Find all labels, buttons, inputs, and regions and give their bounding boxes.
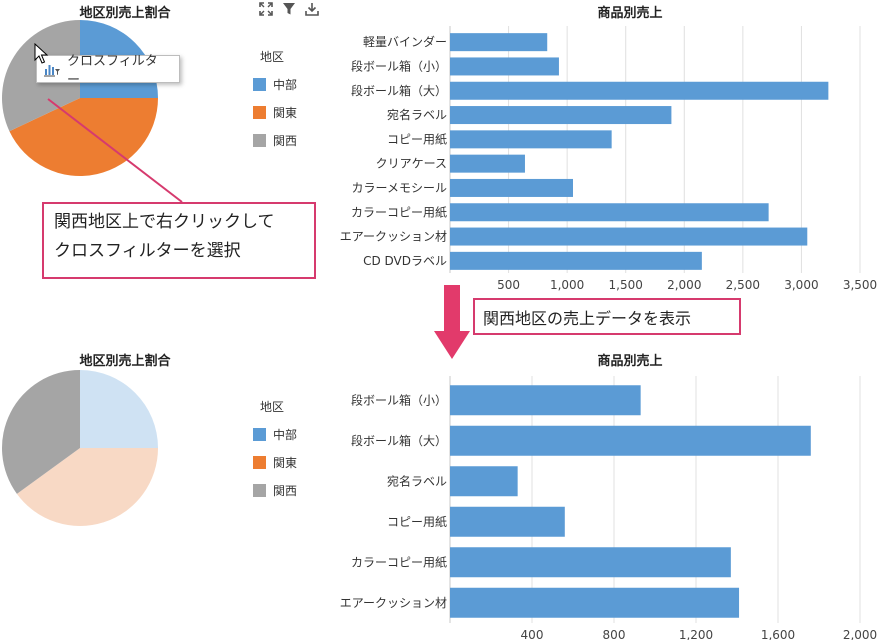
legend-item-kansai[interactable]: 関西 (253, 131, 297, 149)
bar[interactable] (450, 106, 672, 125)
bottom-legend-title: 地区 (260, 400, 285, 414)
bar[interactable] (450, 33, 548, 52)
bar[interactable] (450, 466, 518, 497)
bar[interactable] (450, 506, 565, 537)
bar[interactable] (450, 178, 573, 197)
chart-toolbar (258, 1, 320, 17)
down-arrow-icon (434, 285, 470, 359)
legend-item-chubu[interactable]: 中部 (253, 75, 297, 93)
pie-slice-0[interactable] (80, 370, 158, 448)
pie-slice-2[interactable] (1, 370, 80, 494)
x-tick-label: 1,200 (679, 628, 713, 640)
bar[interactable] (450, 385, 641, 416)
bottom-bar-chart[interactable]: 400 800 1,200 1,600 2,000 段ボール箱（小） 段ボール箱（大） 宛名ラ… (300, 370, 880, 640)
legend-label: 関西 (273, 483, 298, 498)
legend-label: 中部 (273, 427, 298, 442)
bar[interactable] (450, 587, 740, 618)
y-category-label: 段ボール箱（大） (351, 433, 447, 448)
bottom-pie-chart[interactable] (0, 368, 170, 530)
x-tick-label: 2,000 (843, 628, 877, 640)
y-category-label: カラーコピー用紙 (351, 554, 447, 569)
y-category-label: コピー用紙 (387, 514, 447, 529)
callout-pointer-line (47, 98, 183, 203)
top-legend: 中部 関東 関西 (253, 75, 297, 149)
result-callout: 関西地区の売上データを表示 (473, 298, 741, 335)
legend-label: 関東 (273, 105, 298, 120)
y-category-label: 宛名ラベル (387, 473, 447, 488)
callout-line: クロスフィルターを選択 (54, 241, 241, 261)
top-pie-title: 地区別売上割合 (79, 6, 171, 21)
result-callout-text: 関西地区の売上データを表示 (483, 308, 692, 328)
bar[interactable] (450, 251, 702, 270)
y-category-label: カラーメモシール (351, 181, 447, 195)
bar[interactable] (450, 130, 612, 149)
legend-swatch (253, 483, 266, 497)
legend-label: 中部 (273, 77, 298, 92)
x-tick-label: 800 (603, 628, 626, 640)
y-category-label: カラーコピー用紙 (351, 204, 447, 219)
legend-item-kanto[interactable]: 関東 (253, 453, 297, 471)
x-tick-label: 3,500 (843, 278, 877, 292)
fullscreen-icon[interactable] (258, 1, 274, 17)
bottom-bar-title: 商品別売上 (597, 354, 663, 369)
bar[interactable] (450, 81, 829, 100)
legend-swatch (253, 455, 266, 469)
callout-line: 関西地区上で右クリックして (54, 212, 275, 232)
x-tick-label: 500 (497, 278, 520, 292)
bottom-legend: 中部 関東 関西 (253, 425, 297, 499)
y-category-label: エアークッション材 (340, 230, 447, 244)
x-tick-label: 3,000 (784, 278, 818, 292)
bar[interactable] (450, 57, 559, 76)
filter-icon[interactable] (281, 1, 297, 17)
y-category-label: コピー用紙 (387, 131, 447, 146)
x-tick-label: 1,500 (609, 278, 643, 292)
context-menu-cross-filter[interactable]: クロスフィルター (36, 54, 180, 88)
legend-item-kanto[interactable]: 関東 (253, 103, 297, 121)
pie-slice-1[interactable] (9, 98, 158, 176)
x-tick-label: 2,500 (726, 278, 760, 292)
legend-item-chubu[interactable]: 中部 (253, 425, 297, 443)
bottom-pie-title: 地区別売上割合 (79, 354, 171, 369)
bar[interactable] (450, 547, 731, 578)
legend-label: 関東 (273, 455, 298, 470)
y-category-label: エアークッション材 (340, 596, 447, 610)
legend-swatch (253, 77, 266, 91)
y-category-label: 段ボール箱（小） (351, 58, 447, 73)
y-category-label: 宛名ラベル (387, 107, 447, 122)
legend-item-kansai[interactable]: 関西 (253, 481, 297, 499)
x-tick-label: 2,000 (667, 278, 701, 292)
top-bar-chart[interactable]: 500 1,000 1,500 2,000 2,500 3,000 3,500 軽量バインダー… (300, 26, 880, 296)
instruction-callout: 関西地区上で右クリックして クロスフィルターを選択 (42, 202, 316, 279)
y-category-label: 段ボール箱（大） (351, 83, 447, 98)
y-category-label: クリアケース (376, 157, 447, 171)
pie-slice-1[interactable] (16, 448, 159, 526)
bar[interactable] (450, 425, 811, 456)
legend-swatch (253, 133, 266, 147)
download-icon[interactable] (304, 1, 320, 17)
cross-filter-icon (43, 61, 61, 77)
bar[interactable] (450, 203, 769, 222)
legend-swatch (253, 427, 266, 441)
bar[interactable] (450, 227, 808, 246)
y-category-label: 段ボール箱（小） (351, 392, 447, 407)
y-category-label: CD DVDラベル (363, 254, 447, 268)
x-tick-label: 1,600 (761, 628, 795, 640)
top-bar-title: 商品別売上 (597, 6, 663, 21)
bar[interactable] (450, 154, 525, 173)
top-legend-title: 地区 (260, 50, 285, 64)
legend-label: 関西 (273, 133, 298, 148)
legend-swatch (253, 105, 266, 119)
mouse-cursor-icon (34, 43, 49, 64)
context-menu-label: クロスフィルター (67, 54, 158, 88)
x-tick-label: 400 (521, 628, 544, 640)
y-category-label: 軽量バインダー (363, 34, 447, 49)
x-tick-label: 1,000 (550, 278, 584, 292)
